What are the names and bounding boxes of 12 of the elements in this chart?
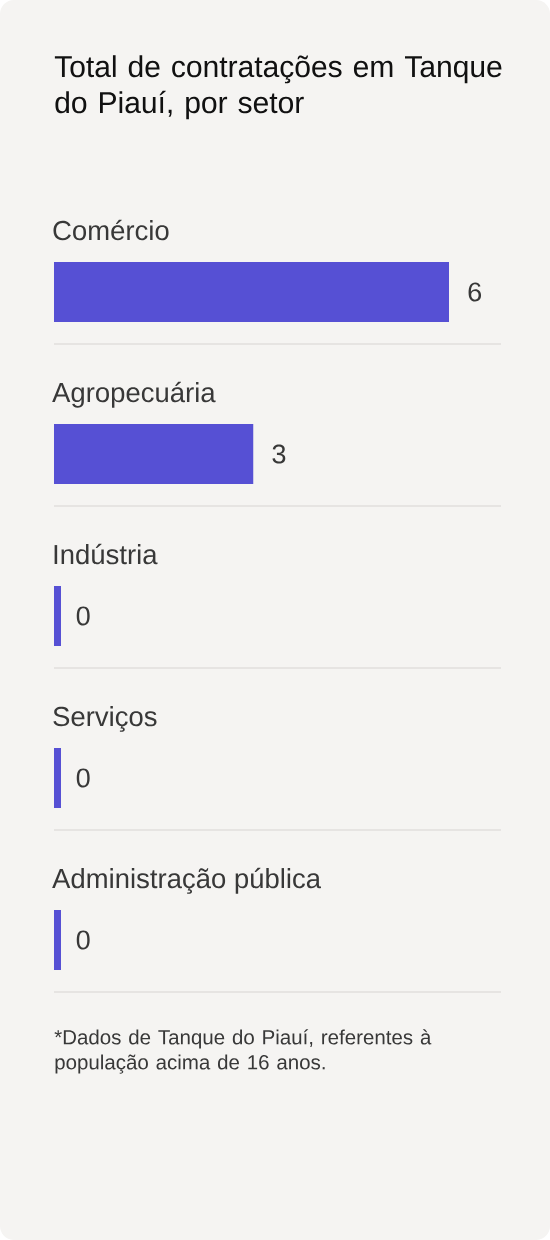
y-tick-label: Agropecuária — [52, 381, 216, 408]
text: *Dados de Tanque do Piauí, referentes à população acima de 16 anos. — [54, 1029, 432, 1074]
data-label: 0 — [76, 768, 90, 788]
y-tick-label: Comércio — [53, 219, 169, 241]
data-label: 6 — [468, 282, 482, 302]
y-tick-label: Administração pública — [52, 867, 322, 894]
chart-title: Total de contratações em Tanque do Piauí, por setor — [54, 55, 502, 120]
data-label: 0 — [76, 606, 90, 626]
data-label: 0 — [76, 930, 90, 950]
y-tick-label: Indústria — [54, 543, 158, 565]
data-label: 3 — [272, 444, 286, 464]
y-tick-label: Serviços — [53, 706, 157, 732]
